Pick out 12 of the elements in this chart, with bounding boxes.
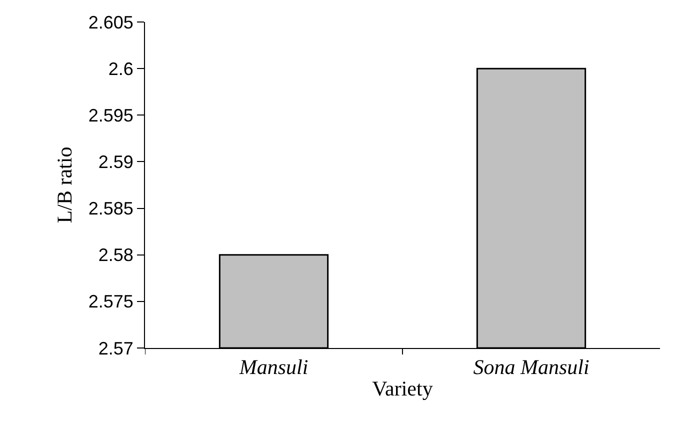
y-tick-label: 2.595 <box>88 105 134 126</box>
y-tick-label: 2.59 <box>98 152 134 172</box>
y-tick-label: 2.6 <box>108 58 134 79</box>
x-tick-label: Mansuli <box>238 355 308 380</box>
x-axis-title: Variety <box>372 376 434 400</box>
y-tick-label: 2.58 <box>98 245 134 266</box>
y-tick-label: 2.585 <box>88 198 134 219</box>
y-tick-label: 2.57 <box>98 338 134 358</box>
y-tick-label: 2.575 <box>88 292 134 312</box>
y-axis-title: L/B ratio <box>52 146 77 224</box>
x-tick-label: Sona Mansuli <box>473 355 590 380</box>
y-tick-label: 2.605 <box>88 12 134 32</box>
